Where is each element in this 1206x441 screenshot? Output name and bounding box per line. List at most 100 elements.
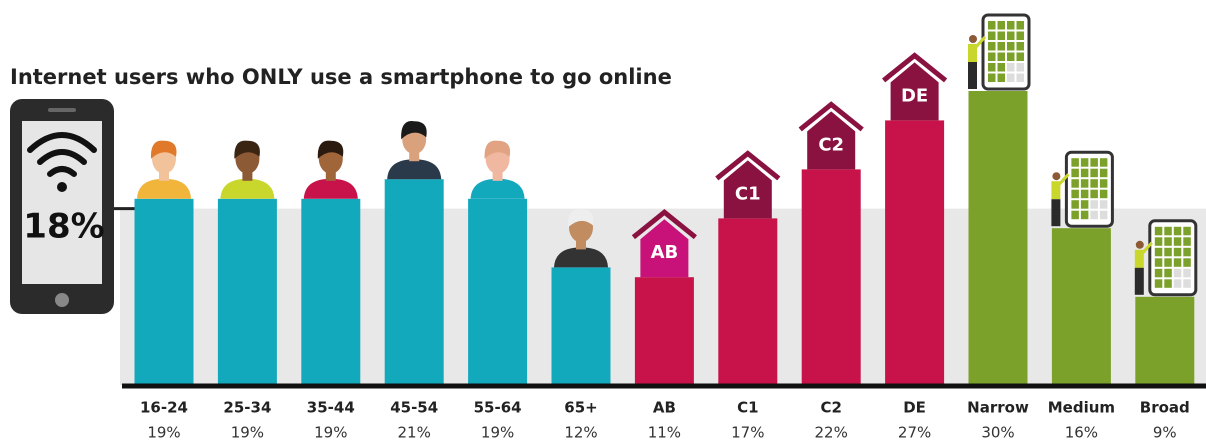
neck [409,151,420,162]
tablet-tile [1154,226,1163,236]
tablet-tile [1154,279,1163,288]
value-label: 27% [898,424,931,441]
tablet-tile [1173,247,1182,257]
tablet-tile [1016,42,1024,51]
tablet-tile [1007,31,1015,40]
shoulders [303,178,358,199]
value-label: 19% [314,424,347,441]
bar [885,120,945,386]
tablet-tile [1007,52,1015,61]
x-tick-label: 35-44 [307,399,355,417]
bar [468,198,528,385]
neck [492,170,503,181]
figure-arm [1141,241,1153,254]
tablet-tile [1164,237,1172,246]
tablet-tile [1071,210,1079,220]
neck [325,170,336,181]
value-label: 19% [231,424,264,441]
tablet-tile [997,31,1005,40]
house-label: AB [651,242,679,263]
tablet-tile [988,31,996,40]
tablet-tile [988,52,996,61]
tablet-tile [1016,73,1024,82]
house-icon: C1 [715,150,781,219]
tablet-tile [1099,200,1108,209]
tablet-icon [1051,150,1114,228]
tablet-icon [968,13,1031,91]
house-body [807,111,856,170]
shoulders [137,178,191,199]
bar [301,198,361,385]
tablet-tile [1154,258,1163,267]
house-roof [715,150,781,181]
house-roof [882,52,948,83]
bar [1135,296,1195,385]
tablet-tile [1090,189,1098,199]
chart-title: Internet users who ONLY use a smartphone… [10,65,672,89]
figure-body [1134,249,1144,268]
tablet-tile [1173,258,1182,267]
tablet-tile [1099,179,1108,188]
tablet-tile [1164,279,1172,288]
tablet-tile [1183,237,1191,246]
bar [801,169,861,385]
tablet-tile [1007,63,1015,72]
tablet-tile [1183,258,1191,267]
tablet-tile [1164,258,1172,267]
bar [718,218,778,385]
person-icon [220,140,275,199]
tablet-tile [988,42,996,51]
tablet-tile [1099,210,1108,220]
hair [484,140,511,159]
house-body [890,62,939,121]
bar [384,179,444,385]
tablet-tile [1007,42,1015,51]
hair [150,140,177,159]
house-body [723,160,772,219]
x-tick-label: 65+ [564,399,597,417]
tablet-tile [1164,226,1172,236]
shoulders [554,247,608,268]
tablet-icon [1134,219,1198,297]
value-label: 30% [981,424,1014,441]
value-label: 19% [481,424,514,441]
figure-head [1135,240,1144,249]
neck [159,170,169,181]
bar [1051,228,1111,385]
tablet-tile [1090,168,1098,178]
tablet-tile [1071,189,1079,199]
tablet-tile [1173,237,1182,246]
value-label: 11% [648,424,681,441]
x-tick-label: C1 [737,399,758,417]
x-tick-label: C2 [820,399,841,417]
figure-arm [1058,173,1070,186]
person-icon [387,121,442,180]
tablet-tile [1173,279,1182,288]
tablet-tile [1016,21,1024,30]
figure-legs [1134,267,1144,295]
house-label: C2 [818,134,844,155]
tablet-tile [997,63,1005,72]
tablet-tile [1154,237,1163,246]
tablet-tile [1016,52,1024,61]
tablet-tile [1016,63,1024,72]
tablet-tile [1071,179,1079,188]
figure-head [969,35,977,43]
figure-arm [974,35,987,49]
house-icon: C2 [798,101,864,170]
tablet-tile [1173,226,1182,236]
hair [234,140,260,159]
shoulders [220,178,275,199]
bar [217,198,277,385]
person-icon [470,140,525,199]
tablet-tile [988,21,996,30]
shoulders [470,178,525,199]
value-label: 17% [731,424,764,441]
house-label: C1 [735,183,761,204]
tablet-tile [1080,210,1089,220]
hair [401,121,427,140]
tablet-tile [1080,200,1089,209]
tablet-tile [997,73,1005,82]
